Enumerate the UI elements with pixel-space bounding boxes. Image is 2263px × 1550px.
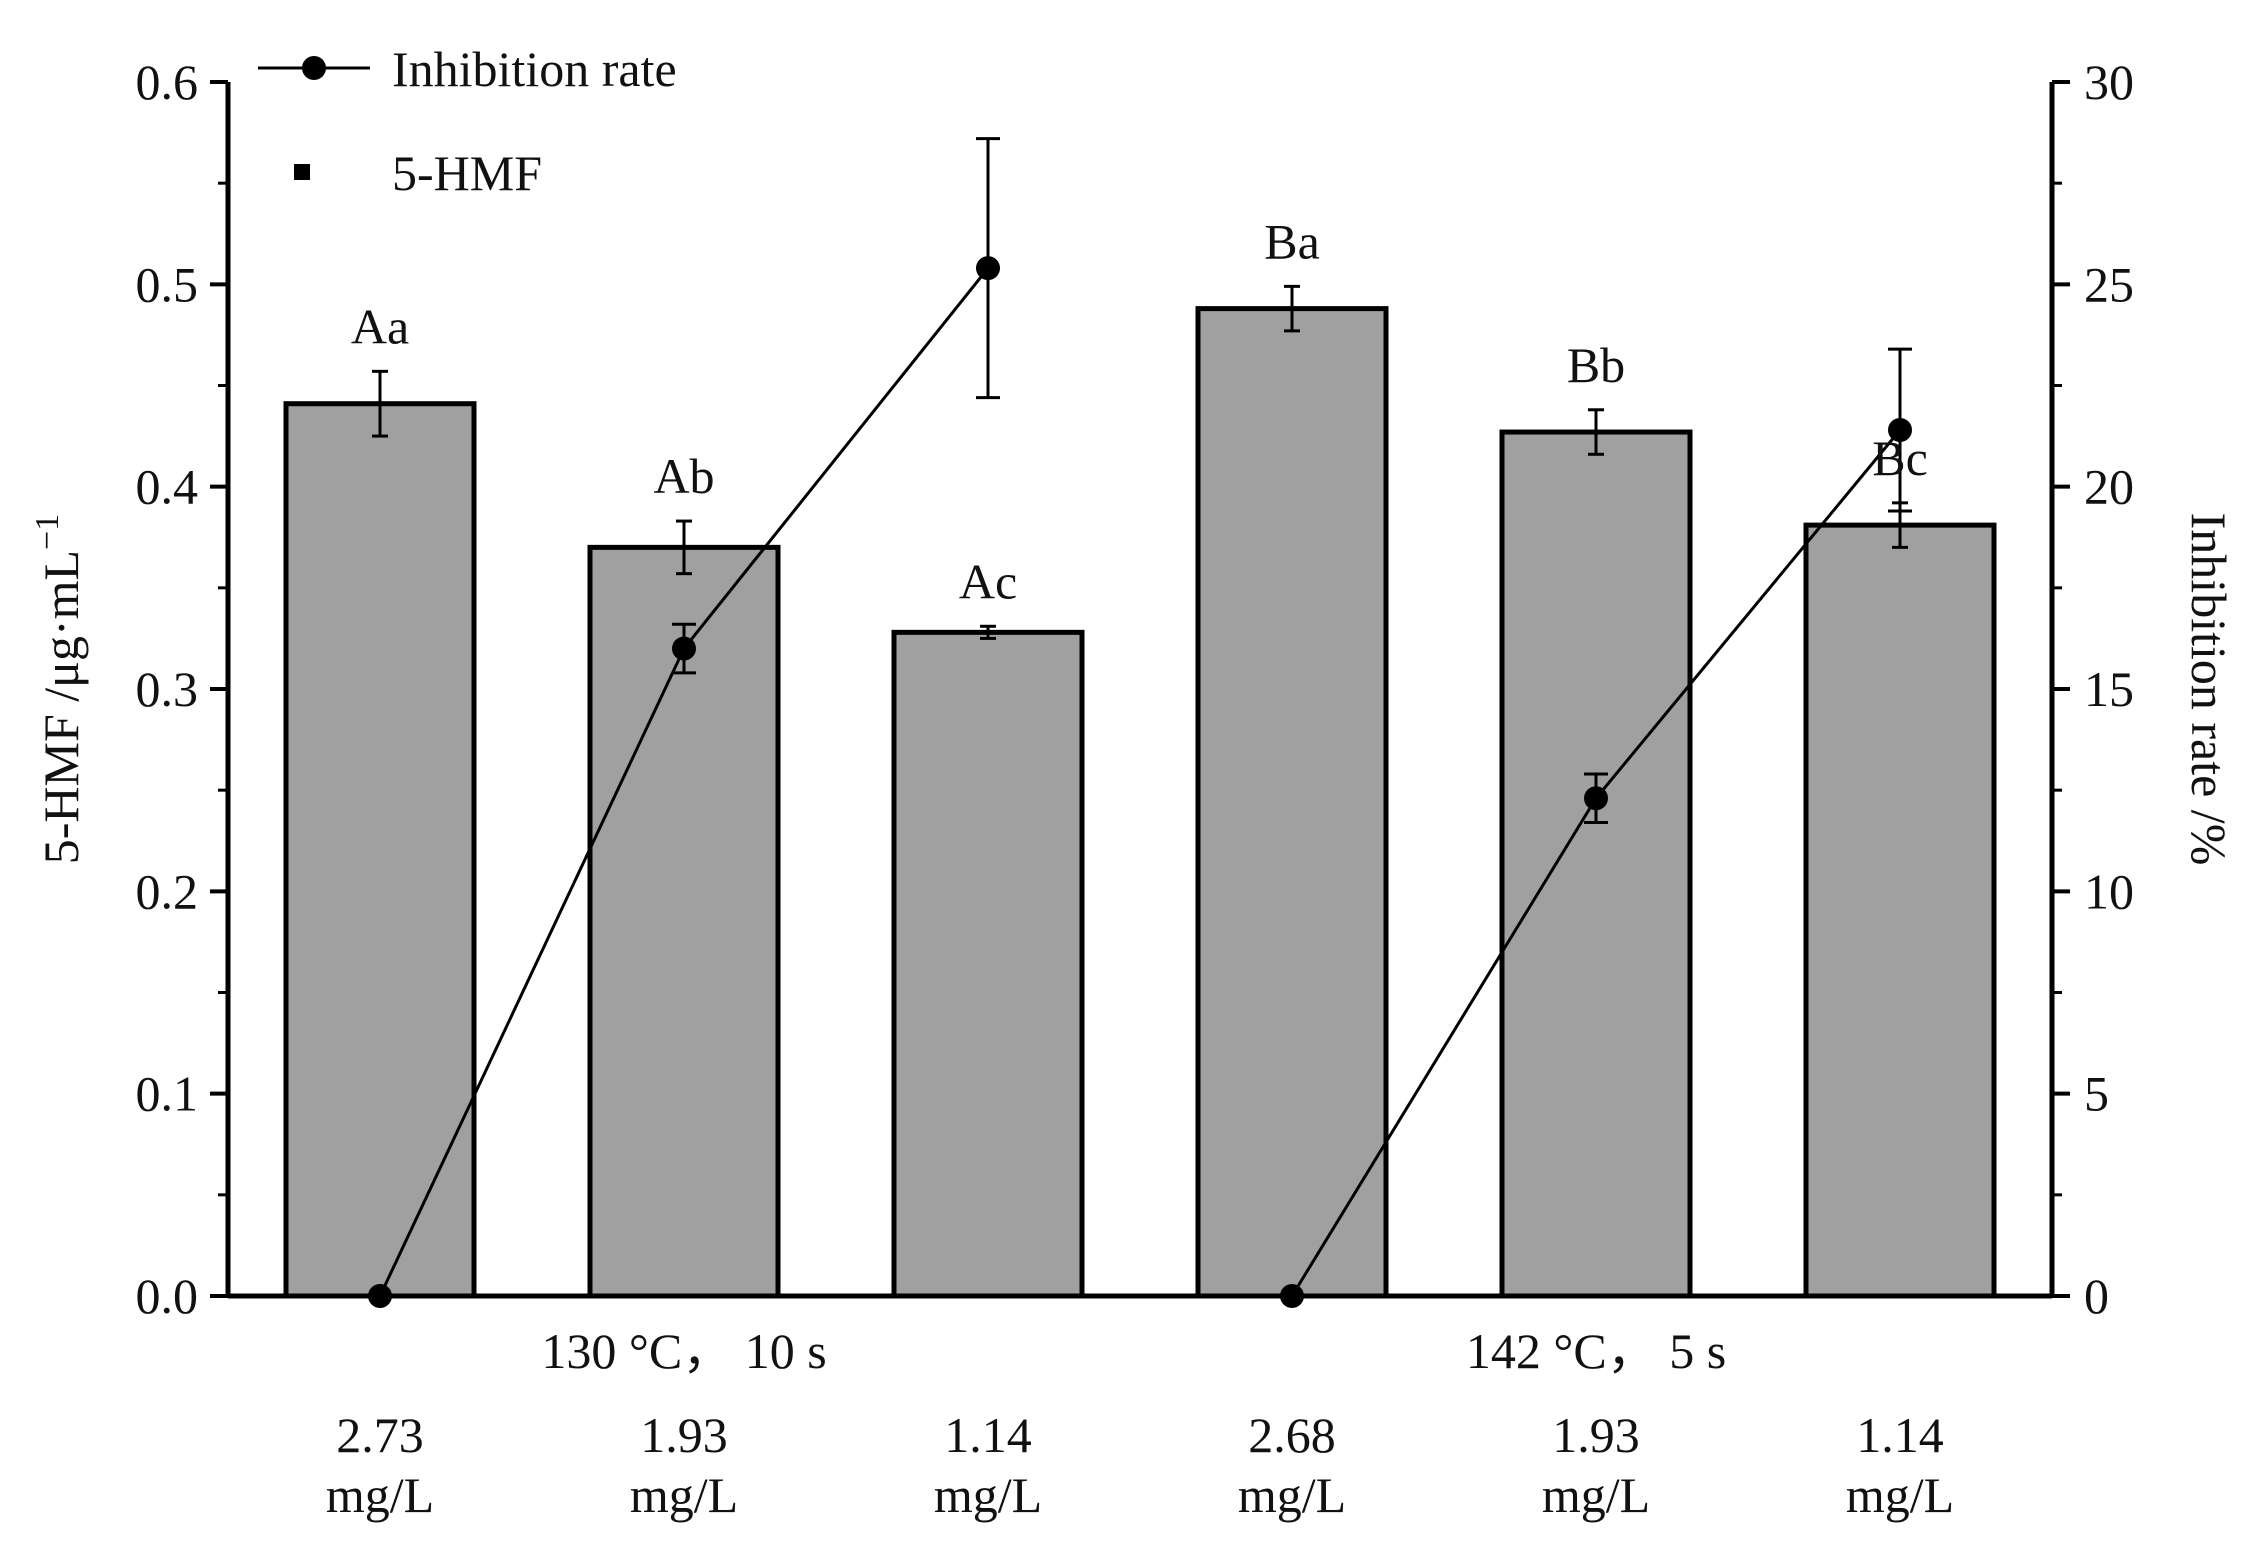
category-unit-label-3: mg/L [934,1467,1042,1523]
left-axis-tick-label-0.3: 0.3 [136,661,199,717]
bar-5 [1499,429,1693,1299]
bar-6 [1803,522,1997,1299]
right-axis-tick-label-5: 5 [2084,1066,2109,1122]
left-axis-title-superscript: −1 [29,514,66,550]
significance-label-2: Ab [653,448,714,504]
inhibition-point-1-3 [976,256,1000,281]
significance-label-3: Ac [959,553,1017,609]
category-value-label-3: 1.14 [944,1407,1032,1463]
right-axis-tick-label-10: 10 [2084,863,2134,919]
inhibition-point-1-2 [672,636,696,661]
bar-4 [1195,306,1389,1299]
category-value-label-1: 2.73 [336,1407,424,1463]
left-axis-tick-label-0.6: 0.6 [136,54,199,110]
inhibition-point-2-3 [1888,418,1912,443]
left-axis-title-main: 5-HMF /μg·mL [33,550,89,864]
left-axis-tick-label-0.2: 0.2 [136,863,199,919]
significance-label-4: Ba [1264,213,1320,269]
right-axis-tick-label-0: 0 [2084,1268,2109,1324]
category-unit-label-4: mg/L [1238,1467,1346,1523]
inhibition-point-2-2 [1584,786,1608,811]
category-unit-label-6: mg/L [1846,1467,1954,1523]
left-axis-tick-label-0.0: 0.0 [136,1268,199,1324]
right-axis-tick-label-20: 20 [2084,459,2134,515]
left-axis-title: 5-HMF /μg·mL−1 [29,514,89,865]
left-axis-tick-label-0.1: 0.1 [136,1066,199,1122]
group-label-2: 142 °C， 5 s [1466,1323,1726,1379]
left-axis-tick-label-0.5: 0.5 [136,256,199,312]
right-axis-tick-label-25: 25 [2084,256,2134,312]
significance-label-5: Bb [1567,337,1625,393]
bar-1 [283,401,477,1299]
category-unit-label-2: mg/L [630,1467,738,1523]
group-label-1: 130 °C， 10 s [541,1323,826,1379]
legend-square-swatch [294,164,310,180]
left-axis-tick-label-0.4: 0.4 [136,459,199,515]
legend-line-marker [302,56,326,80]
category-unit-label-1: mg/L [326,1467,434,1523]
category-value-label-6: 1.14 [1856,1407,1944,1463]
bar-3 [891,629,1085,1299]
category-value-label-2: 1.93 [640,1407,728,1463]
category-value-label-5: 1.93 [1552,1407,1640,1463]
right-axis-tick-label-30: 30 [2084,54,2134,110]
significance-label-6: Bc [1872,430,1928,486]
right-axis-title: Inhibition rate /% [2181,513,2237,866]
significance-label-1: Aa [351,298,409,354]
right-axis-tick-label-15: 15 [2084,661,2134,717]
legend-label-inhibition-rate: Inhibition rate [392,41,677,97]
legend-label-5-hmf: 5-HMF [392,145,542,201]
category-unit-label-5: mg/L [1542,1467,1650,1523]
category-value-label-4: 2.68 [1248,1407,1336,1463]
